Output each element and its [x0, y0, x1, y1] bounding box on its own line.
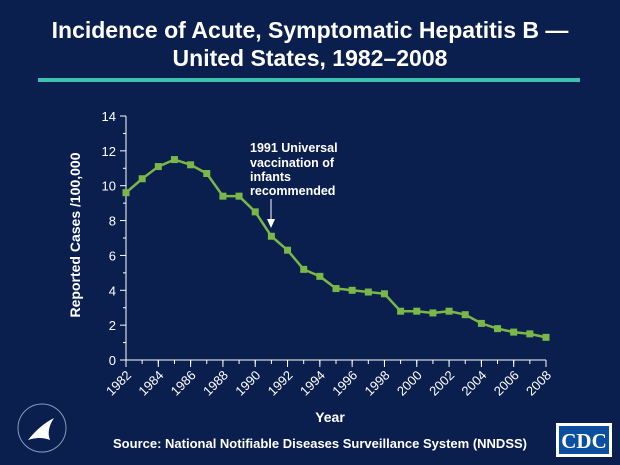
logo-text: CDC — [561, 429, 607, 453]
point — [235, 192, 243, 200]
chart-title: Incidence of Acute, Symptomatic Hepatiti… — [52, 17, 569, 43]
logo-ring — [17, 403, 67, 453]
point — [316, 272, 324, 280]
point — [251, 208, 259, 216]
x-axis-title: Year — [315, 409, 345, 425]
annotation-arrowhead — [267, 219, 275, 228]
y-tick-label: 8 — [109, 214, 116, 229]
point — [445, 307, 453, 315]
point — [300, 265, 308, 273]
point — [461, 311, 469, 319]
point — [348, 286, 356, 294]
point — [429, 309, 437, 317]
hhs-logo — [17, 403, 67, 453]
annotation-line: vaccination of — [250, 156, 335, 170]
point — [380, 290, 388, 298]
point — [542, 333, 550, 341]
point — [397, 307, 405, 315]
annotation-line: 1991 Universal — [250, 141, 338, 155]
point — [332, 285, 340, 293]
point — [477, 319, 485, 327]
point — [187, 161, 195, 169]
point — [526, 330, 534, 338]
point — [154, 163, 162, 171]
y-tick-label: 4 — [109, 283, 116, 298]
point — [413, 307, 421, 315]
y-tick-label: 12 — [102, 144, 116, 159]
chart-title: United States, 1982–2008 — [173, 45, 448, 71]
point — [364, 288, 372, 296]
annotation-line: recommended — [250, 184, 335, 198]
annotation-line: infants — [250, 170, 291, 184]
y-axis-title: Reported Cases /100,000 — [67, 152, 83, 317]
point — [494, 325, 502, 333]
y-tick-label: 6 — [109, 248, 116, 263]
point — [122, 189, 130, 197]
point — [219, 192, 227, 200]
y-tick-label: 10 — [102, 179, 116, 194]
point — [267, 232, 275, 240]
logo-inner — [559, 426, 609, 454]
point — [510, 328, 518, 336]
source: Source: National Notifiable Diseases Sur… — [113, 436, 527, 451]
y-tick-label: 14 — [102, 109, 116, 124]
annotation: 1991 Universal vaccination of infants re… — [250, 141, 338, 198]
point — [170, 156, 178, 164]
y-tick-label: 2 — [109, 318, 116, 333]
y-tick-label: 0 — [109, 353, 116, 368]
point — [284, 246, 292, 254]
title-rule — [38, 78, 580, 82]
point — [138, 175, 146, 183]
logo-mark — [28, 418, 54, 440]
point — [203, 170, 211, 178]
